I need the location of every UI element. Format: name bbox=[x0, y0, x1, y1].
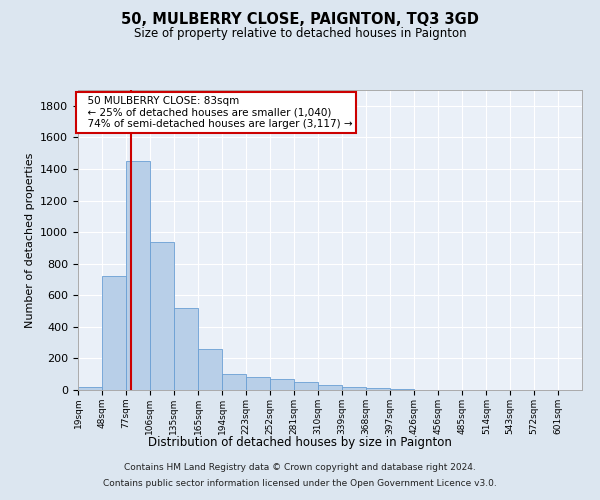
Text: Size of property relative to detached houses in Paignton: Size of property relative to detached ho… bbox=[134, 28, 466, 40]
Bar bbox=[199, 349, 223, 390]
Bar bbox=[223, 374, 246, 390]
Bar bbox=[78, 387, 102, 390]
Bar bbox=[126, 161, 150, 390]
Bar bbox=[318, 386, 342, 390]
Bar bbox=[150, 242, 173, 390]
Y-axis label: Number of detached properties: Number of detached properties bbox=[25, 152, 35, 328]
Bar bbox=[173, 308, 199, 390]
Text: Contains HM Land Registry data © Crown copyright and database right 2024.: Contains HM Land Registry data © Crown c… bbox=[124, 464, 476, 472]
Bar bbox=[342, 387, 366, 390]
Bar bbox=[270, 380, 294, 390]
Bar bbox=[294, 382, 318, 390]
Text: 50 MULBERRY CLOSE: 83sqm
  ← 25% of detached houses are smaller (1,040)
  74% of: 50 MULBERRY CLOSE: 83sqm ← 25% of detach… bbox=[80, 96, 352, 129]
Bar bbox=[102, 276, 126, 390]
Text: Distribution of detached houses by size in Paignton: Distribution of detached houses by size … bbox=[148, 436, 452, 449]
Bar bbox=[246, 377, 270, 390]
Text: 50, MULBERRY CLOSE, PAIGNTON, TQ3 3GD: 50, MULBERRY CLOSE, PAIGNTON, TQ3 3GD bbox=[121, 12, 479, 28]
Bar bbox=[366, 388, 390, 390]
Bar bbox=[390, 389, 414, 390]
Text: Contains public sector information licensed under the Open Government Licence v3: Contains public sector information licen… bbox=[103, 478, 497, 488]
